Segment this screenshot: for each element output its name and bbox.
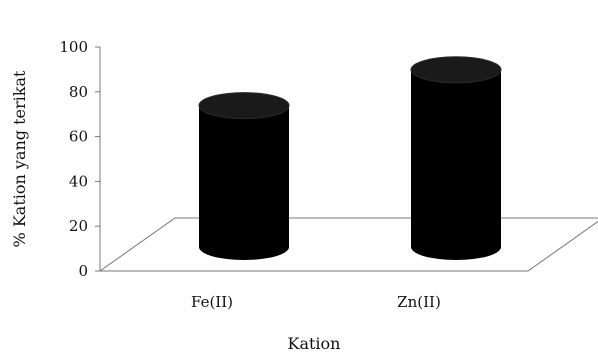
x-tick-label: Zn(II) (397, 293, 441, 311)
y-tick-label: 60 (69, 128, 88, 146)
x-tick-label: Fe(II) (191, 293, 233, 311)
bar-feii (198, 92, 290, 261)
chart-floor (98, 217, 598, 272)
bar-znii (410, 56, 502, 260)
bars-group (198, 56, 502, 261)
y-tick-label: 40 (69, 172, 88, 190)
y-tick-label: 80 (69, 83, 88, 101)
y-tick-label: 100 (59, 38, 88, 56)
bar-top (198, 92, 290, 120)
bar-body (199, 92, 289, 261)
x-axis-title: Kation (288, 334, 341, 353)
x-axis-tick-labels: Fe(II) Zn(II) (191, 293, 441, 311)
y-axis-title: % Kation yang terikat (10, 70, 29, 247)
y-axis-ticks: 0 20 40 60 80 100 (59, 38, 100, 280)
bar-top (410, 56, 502, 84)
bar-body (411, 56, 501, 260)
y-tick-label: 0 (78, 262, 88, 280)
y-tick-label: 20 (69, 217, 88, 235)
